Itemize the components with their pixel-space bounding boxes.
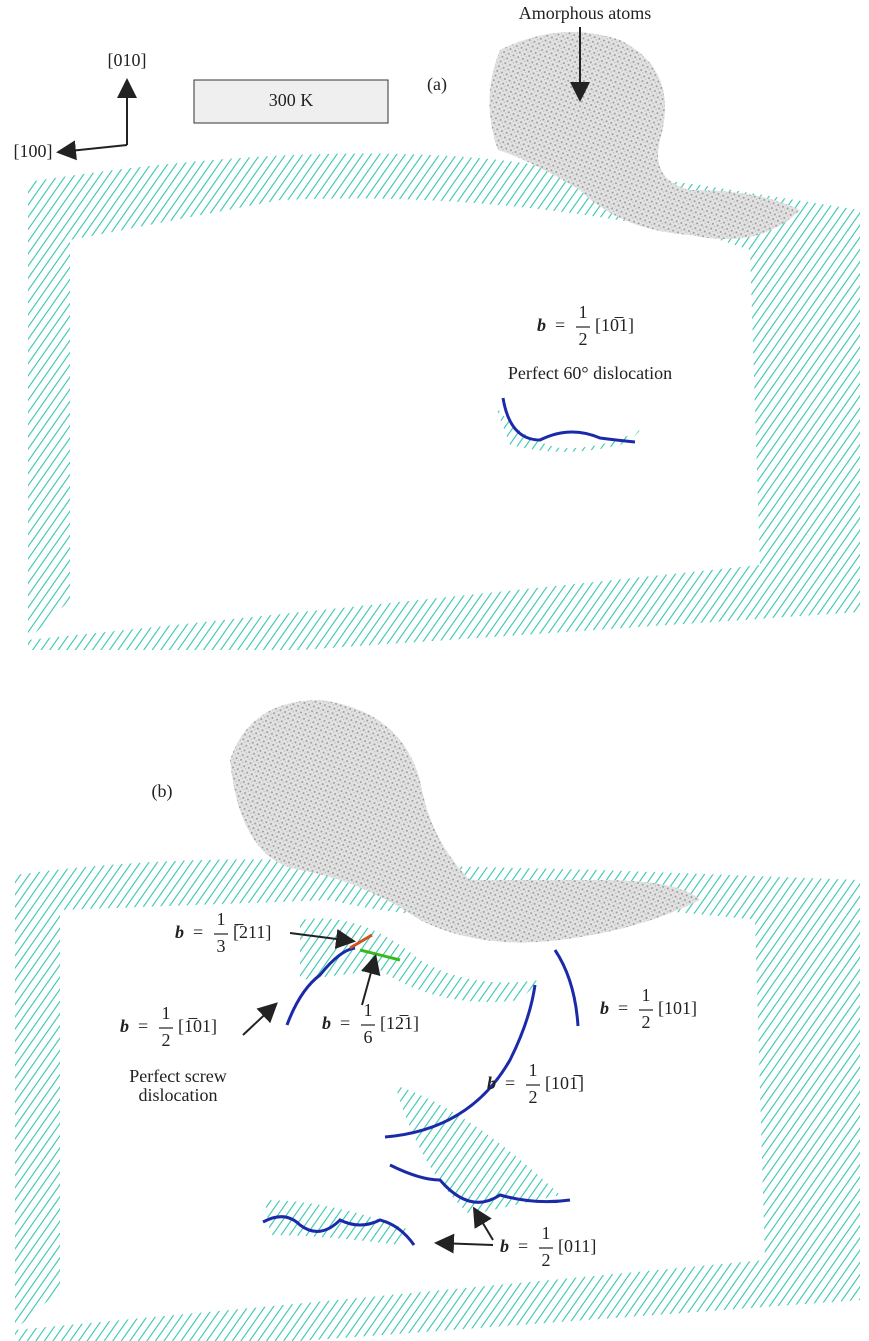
burgers-equals: =	[518, 1236, 528, 1256]
burgers-numerator: 1	[579, 302, 588, 322]
burgers-symbol: b	[322, 1013, 331, 1033]
burgers-direction: [̅211]	[233, 922, 271, 942]
burgers-denominator: 2	[162, 1030, 171, 1050]
burgers-direction: [1̅01]	[178, 1016, 217, 1036]
burgers-numerator: 1	[542, 1223, 551, 1243]
burgers-direction: [10̅1]	[595, 315, 634, 335]
burgers-denominator: 6	[364, 1027, 373, 1047]
burgers-equals: =	[555, 315, 565, 335]
screw-label: Perfect screw	[129, 1066, 226, 1086]
burgers-symbol: b	[500, 1236, 509, 1256]
burgers-symbol: b	[537, 315, 546, 335]
burgers-symbol: b	[175, 922, 184, 942]
burgers-symbol: b	[487, 1073, 496, 1093]
burgers-numerator: 1	[529, 1060, 538, 1080]
burgers-denominator: 2	[542, 1250, 551, 1270]
burgers-direction: [101]	[658, 998, 697, 1018]
burgers-direction: [101̅]	[545, 1073, 584, 1093]
panel-label: (b)	[152, 781, 173, 802]
figure: Amorphous atoms [010] [100] 300 K (a) Pe…	[0, 0, 869, 1341]
arrow	[438, 1243, 493, 1245]
burgers-direction: [12̅1]	[380, 1013, 419, 1033]
burgers-numerator: 1	[162, 1003, 171, 1023]
burgers-numerator: 1	[217, 909, 226, 929]
axis-label: [100]	[14, 141, 53, 161]
burgers-symbol: b	[120, 1016, 129, 1036]
screw-label: dislocation	[139, 1085, 218, 1105]
burgers-symbol: b	[600, 998, 609, 1018]
burgers-denominator: 2	[529, 1087, 538, 1107]
axis-arrow	[60, 145, 127, 152]
arrow	[475, 1210, 493, 1240]
temperature: 300 K	[269, 90, 314, 110]
arrow	[243, 1005, 275, 1035]
burgers-numerator: 1	[642, 985, 651, 1005]
panel-b-amorphous	[230, 700, 700, 943]
burgers-numerator: 1	[364, 1000, 373, 1020]
burgers-denominator: 2	[642, 1012, 651, 1032]
dislocation-line	[503, 398, 635, 442]
burgers-direction: [011]	[558, 1236, 596, 1256]
amorphous-label: Amorphous atoms	[519, 3, 652, 23]
burgers-denominator: 2	[579, 329, 588, 349]
panel-label: (a)	[427, 74, 447, 95]
burgers-equals: =	[505, 1073, 515, 1093]
axis-label: [010]	[108, 50, 147, 70]
burgers-equals: =	[340, 1013, 350, 1033]
burgers-equals: =	[618, 998, 628, 1018]
burgers-equals: =	[193, 922, 203, 942]
burgers-denominator: 3	[217, 936, 226, 956]
dislocation-label: Perfect 60° dislocation	[508, 363, 672, 383]
burgers-equals: =	[138, 1016, 148, 1036]
